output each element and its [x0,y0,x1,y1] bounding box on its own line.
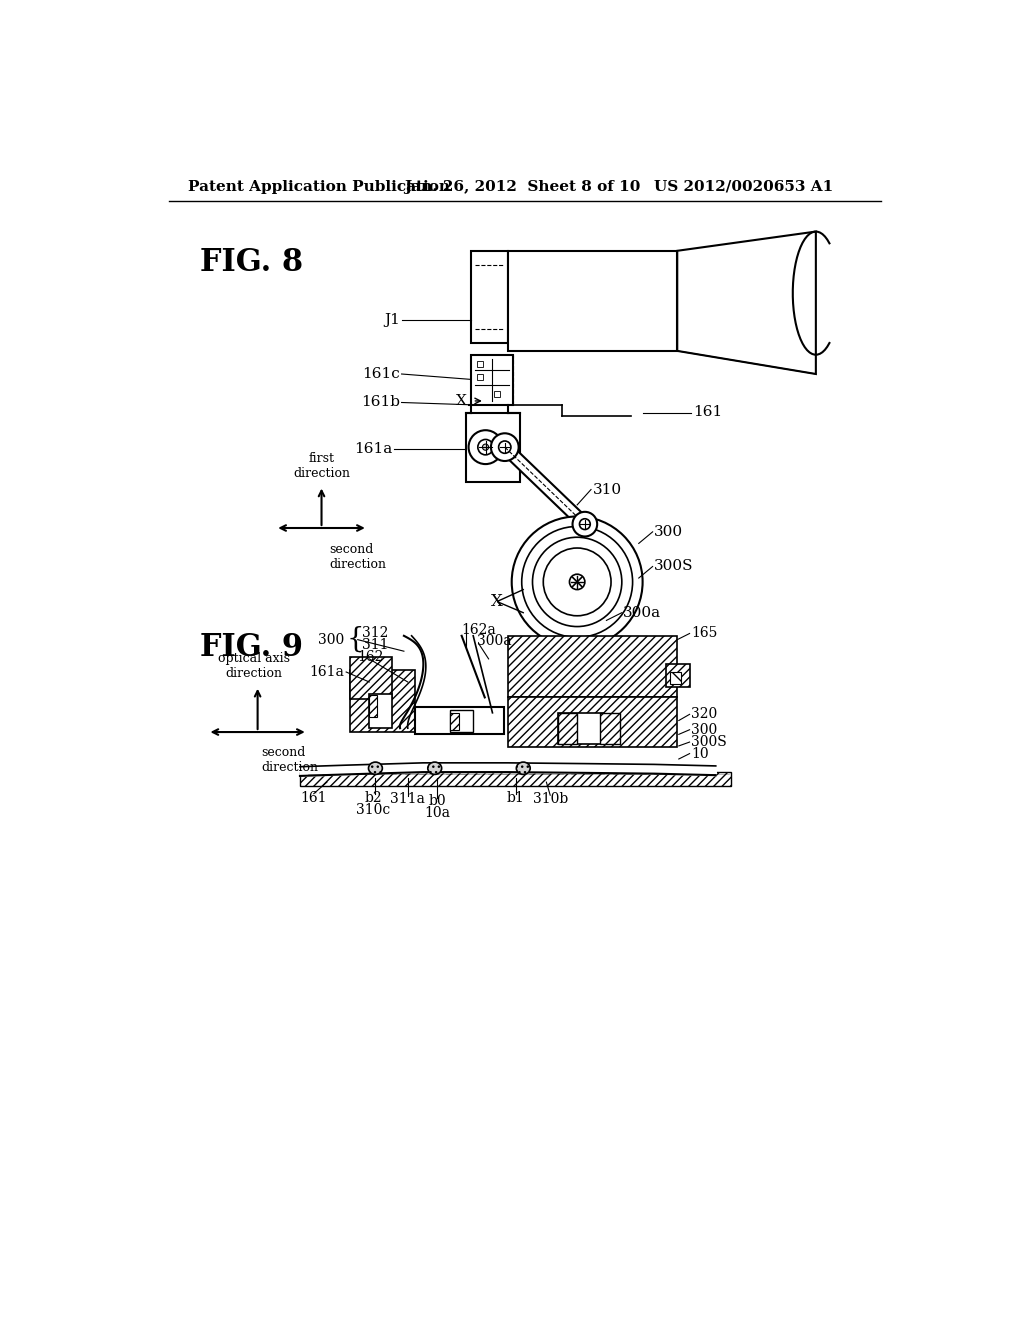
Bar [370,693,392,729]
Text: 311: 311 [361,638,388,652]
Circle shape [482,444,488,450]
Text: FIG. 8: FIG. 8 [200,247,303,277]
Text: b1: b1 [507,791,524,804]
Text: first
direction: first direction [293,453,350,480]
Text: X: X [456,393,467,408]
Text: 161c: 161c [362,367,400,381]
Ellipse shape [516,762,530,775]
Ellipse shape [428,762,441,775]
Circle shape [469,430,503,465]
Text: optical axis
direction: optical axis direction [218,652,290,680]
Text: second
direction: second direction [330,544,386,572]
Bar [300,772,731,785]
Text: 161a: 161a [354,442,392,455]
Circle shape [478,440,494,455]
Bar [558,713,578,743]
Text: 161a: 161a [309,665,345,678]
Text: b2: b2 [365,791,382,804]
Circle shape [544,548,611,615]
Text: b0: b0 [428,795,445,808]
Text: 10: 10 [691,747,709,760]
Circle shape [499,441,511,453]
Text: 300S: 300S [654,560,693,573]
Text: 300S: 300S [691,735,727,748]
Polygon shape [501,442,589,528]
Circle shape [521,527,633,638]
Bar [508,636,677,697]
Text: 300a: 300a [624,606,662,619]
Text: 161: 161 [692,405,722,420]
Circle shape [490,433,518,461]
Text: second
direction: second direction [261,746,318,774]
Bar [600,713,620,743]
Text: 311a: 311a [390,792,425,807]
Text: 300: 300 [654,525,683,539]
Bar [451,713,460,730]
Text: 310b: 310b [532,792,568,807]
Text: 300a: 300a [477,634,512,648]
Text: 300: 300 [691,723,718,737]
Polygon shape [677,231,816,374]
Text: US 2012/0020653 A1: US 2012/0020653 A1 [654,180,834,194]
Text: 10a: 10a [424,807,450,820]
Bar [416,708,504,734]
Text: J1: J1 [384,313,400,327]
Text: Patent Application Publication: Patent Application Publication [188,180,451,194]
Bar [477,374,483,380]
Bar [670,672,681,684]
Bar [508,251,677,351]
Text: 310c: 310c [356,803,390,817]
Ellipse shape [369,762,382,775]
Bar [508,697,677,747]
Bar [350,656,392,700]
Text: 310: 310 [593,483,622,496]
Bar [350,671,416,733]
Text: FIG. 9: FIG. 9 [200,632,303,663]
Circle shape [569,574,585,590]
Bar [558,713,604,743]
Text: 300: 300 [318,632,345,647]
Bar [451,710,473,733]
Text: 312: 312 [361,627,388,640]
Text: 165: 165 [691,627,718,640]
Text: 320: 320 [691,708,718,721]
Text: X: X [490,593,503,610]
Text: {: { [346,626,364,653]
Text: 162a: 162a [462,623,497,636]
Bar [471,251,508,343]
Circle shape [532,537,622,627]
Text: 162: 162 [357,651,384,664]
Circle shape [580,519,590,529]
Bar [471,355,513,405]
Text: Jan. 26, 2012  Sheet 8 of 10: Jan. 26, 2012 Sheet 8 of 10 [403,180,640,194]
Circle shape [512,516,643,647]
Bar [494,391,500,397]
Circle shape [572,512,597,536]
Bar [370,696,377,717]
Bar [477,362,483,367]
Bar [466,413,520,482]
Text: 161: 161 [301,791,327,804]
Text: 161b: 161b [361,396,400,409]
Bar [666,664,690,688]
